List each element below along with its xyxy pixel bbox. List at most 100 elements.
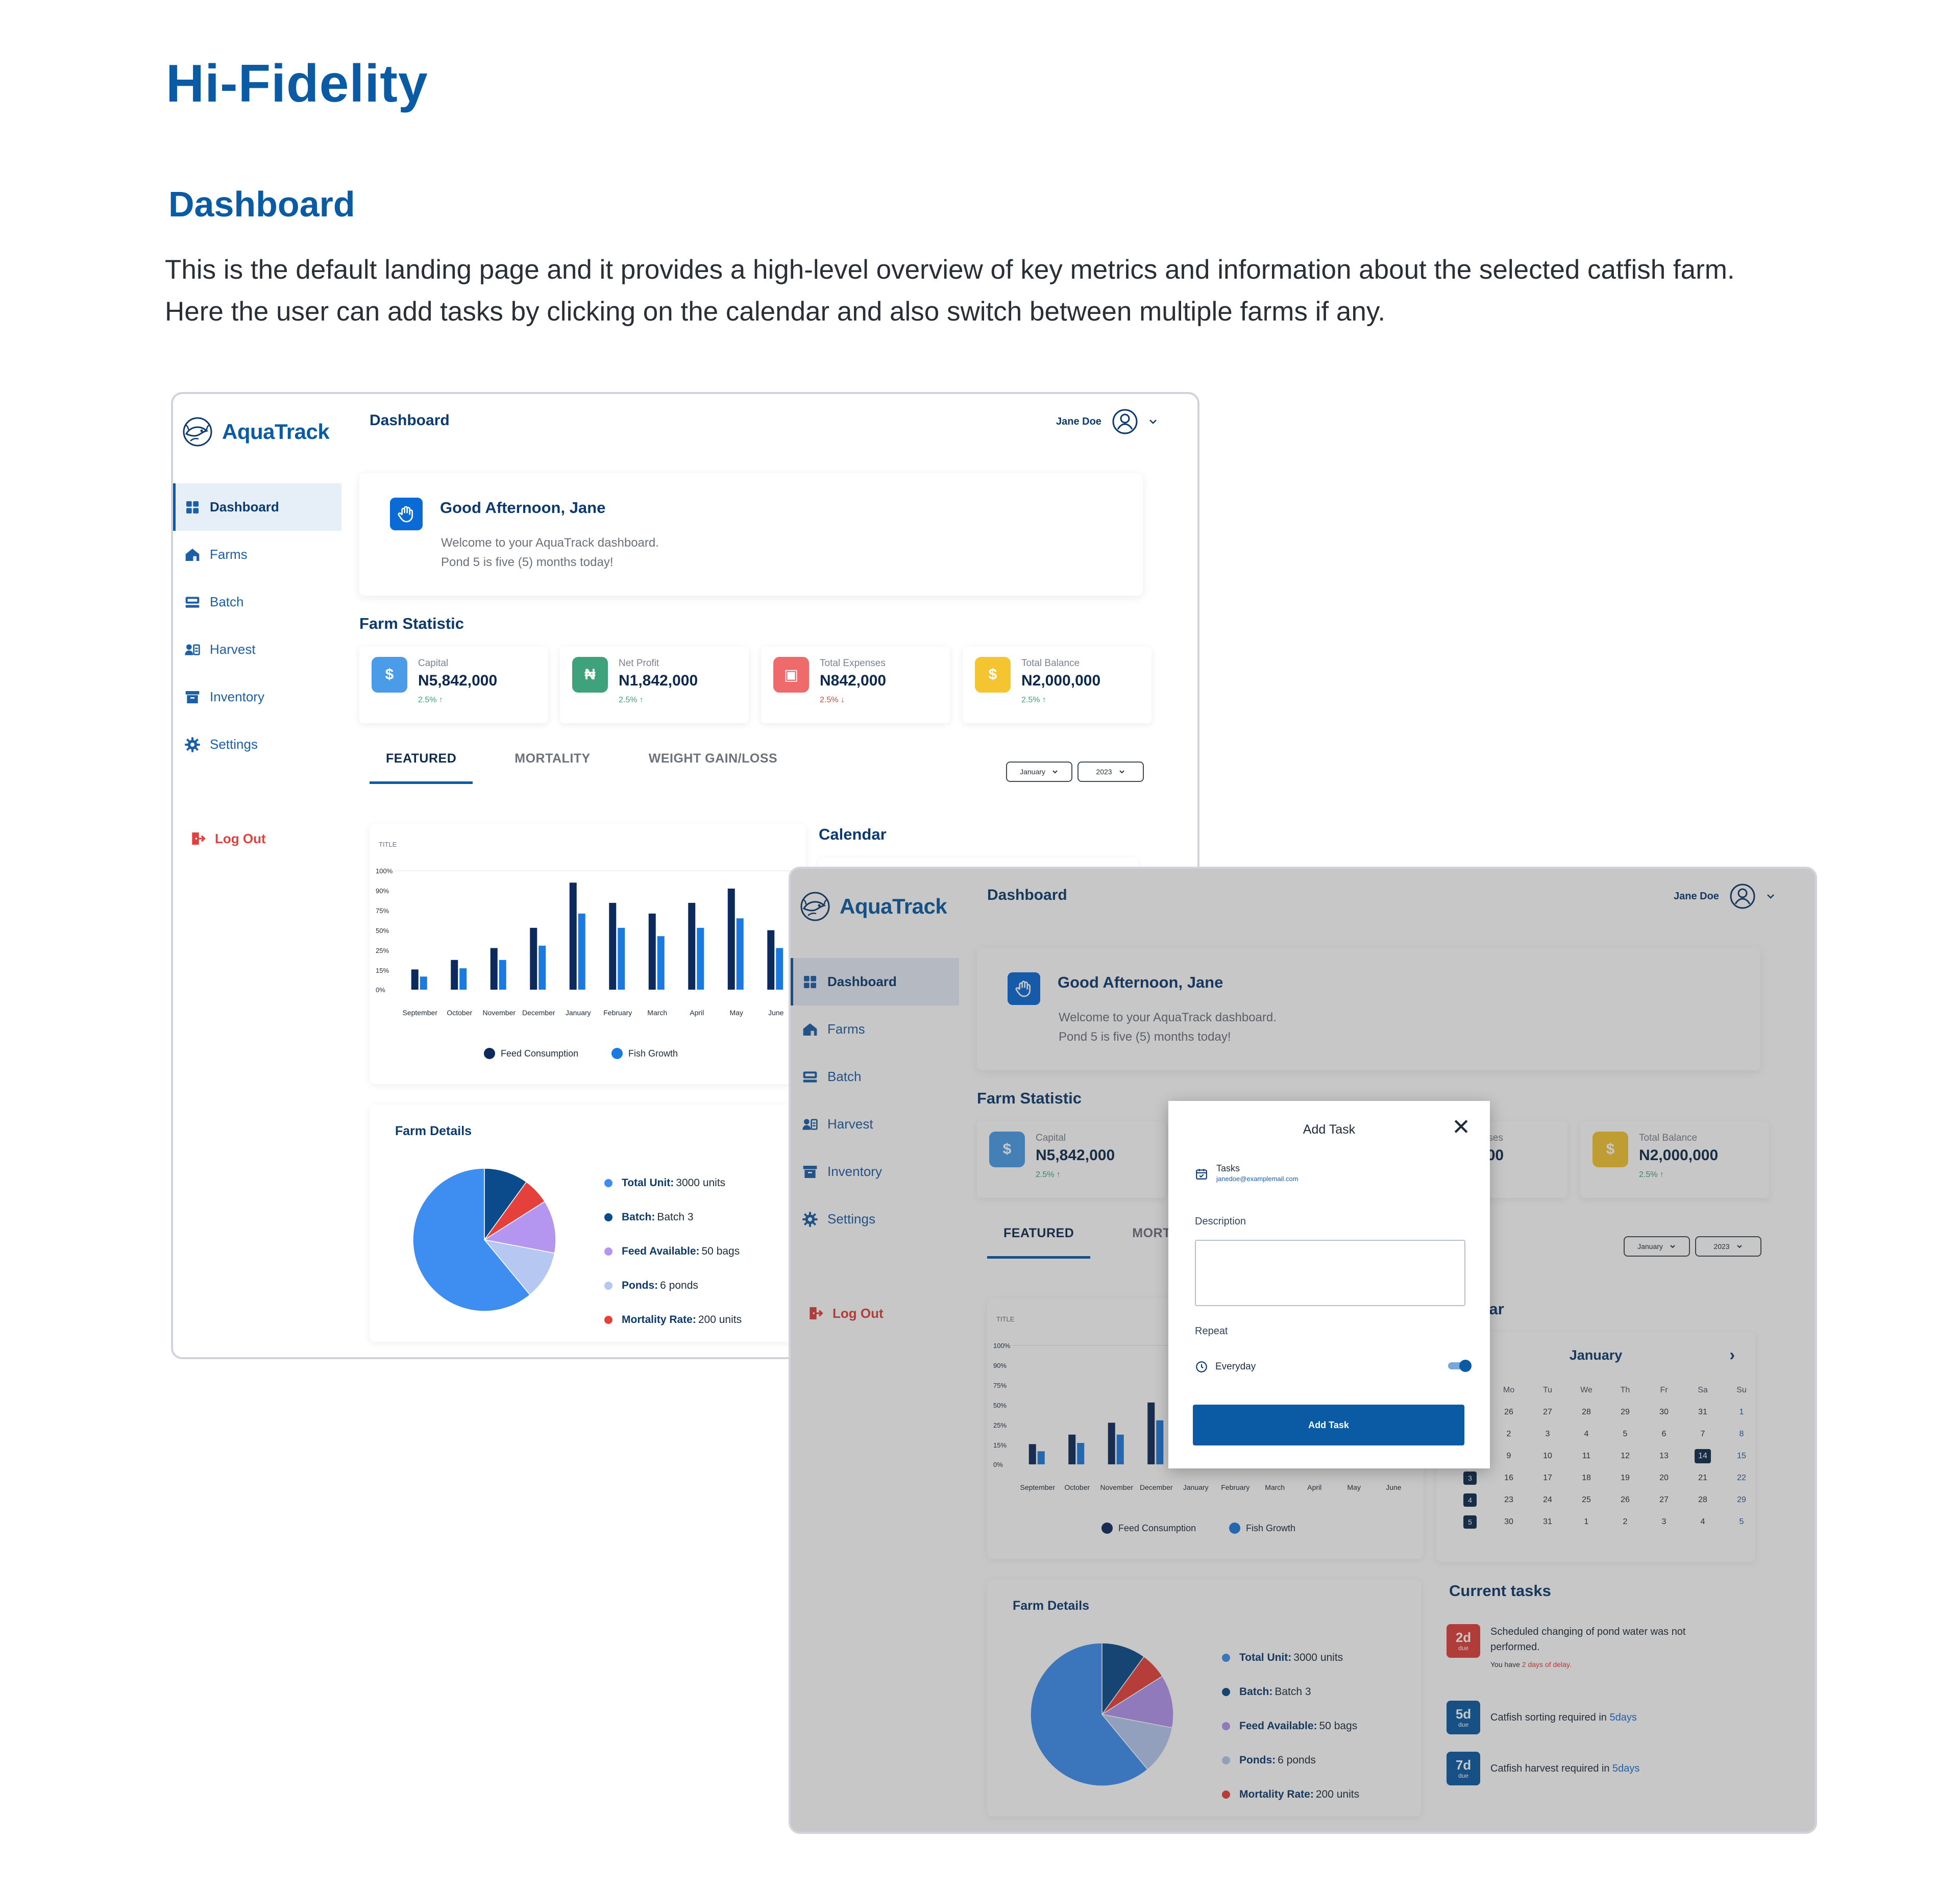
tab-mortality[interactable]: MORTALITY	[514, 751, 591, 766]
pie-slice-feed-available[interactable]	[1100, 1675, 1174, 1729]
bar-feed-consumption[interactable]	[1108, 1422, 1115, 1464]
user-menu[interactable]: Jane Doe	[1056, 408, 1168, 435]
sidebar-item-dashboard[interactable]: Dashboard	[791, 958, 959, 1005]
calendar-day[interactable]: 5	[1606, 1423, 1645, 1445]
task-due-link[interactable]: 5days	[1612, 1763, 1640, 1774]
close-icon[interactable]: ✕	[1452, 1115, 1471, 1140]
bar-fish-growth[interactable]	[578, 913, 585, 990]
tab-featured[interactable]: FEATURED	[370, 751, 473, 784]
repeat-toggle[interactable]	[1448, 1360, 1472, 1372]
user-menu[interactable]: Jane Doe	[1674, 883, 1785, 910]
calendar-day[interactable]: 28	[1567, 1401, 1606, 1423]
calendar-day[interactable]: 1	[1567, 1511, 1606, 1533]
logout-button[interactable]: Log Out	[807, 1305, 884, 1321]
bar-fish-growth[interactable]	[459, 968, 467, 990]
bar-fish-growth[interactable]	[776, 948, 783, 990]
bar-fish-growth[interactable]	[538, 945, 546, 990]
calendar-day[interactable]: 30	[1489, 1511, 1528, 1533]
chevron-right-icon[interactable]: ›	[1729, 1345, 1735, 1364]
bar-feed-consumption[interactable]	[648, 913, 656, 990]
bar-feed-consumption[interactable]	[609, 902, 617, 990]
calendar-day[interactable]: 3	[1528, 1423, 1567, 1445]
calendar-day[interactable]: 31	[1528, 1511, 1567, 1533]
calendar-day[interactable]: 9	[1489, 1445, 1528, 1467]
calendar-day[interactable]: 8	[1722, 1423, 1761, 1445]
bar-feed-consumption[interactable]	[767, 930, 775, 990]
calendar-day[interactable]: 6	[1645, 1423, 1683, 1445]
calendar-day[interactable]: 15	[1722, 1445, 1761, 1467]
pie-slice-feed-available[interactable]	[483, 1200, 556, 1254]
month-select[interactable]: January	[1624, 1236, 1690, 1257]
calendar-day[interactable]: 18	[1567, 1467, 1606, 1489]
sidebar-item-inventory[interactable]: Inventory	[173, 673, 341, 721]
bar-feed-consumption[interactable]	[1068, 1434, 1076, 1464]
calendar-day[interactable]: 3	[1645, 1511, 1683, 1533]
calendar-day[interactable]: 12	[1606, 1445, 1645, 1467]
chevron-down-icon[interactable]	[1147, 416, 1159, 427]
calendar-day[interactable]: 1	[1722, 1401, 1761, 1423]
stat-card-net-profit[interactable]: ₦ Net Profit N1,842,000 2.5% ↑	[560, 647, 749, 723]
add-task-button[interactable]: Add Task	[1193, 1405, 1464, 1445]
bar-feed-consumption[interactable]	[490, 948, 498, 990]
calendar-day[interactable]: 31	[1683, 1401, 1722, 1423]
calendar-day[interactable]: 29	[1722, 1489, 1761, 1511]
calendar-day[interactable]: 27	[1645, 1489, 1683, 1511]
calendar-day[interactable]: 26	[1606, 1489, 1645, 1511]
tab-weight-gain-loss[interactable]: WEIGHT GAIN/LOSS	[648, 751, 778, 766]
logo[interactable]: AquaTrack	[797, 888, 947, 925]
bar-fish-growth[interactable]	[697, 927, 704, 990]
description-input[interactable]	[1195, 1240, 1465, 1306]
calendar-day[interactable]: 25	[1567, 1489, 1606, 1511]
logo[interactable]: AquaTrack	[179, 413, 330, 450]
bar-feed-consumption[interactable]	[569, 882, 577, 990]
calendar-day[interactable]: 7	[1683, 1423, 1722, 1445]
pie-slice-total-unit[interactable]	[1030, 1642, 1148, 1786]
calendar-day[interactable]: 29	[1606, 1401, 1645, 1423]
calendar-day[interactable]: 23	[1489, 1489, 1528, 1511]
calendar-day[interactable]: 24	[1528, 1489, 1567, 1511]
modal-task-field[interactable]: Tasks janedoe@examplemail.com	[1195, 1163, 1298, 1183]
sidebar-item-settings[interactable]: Settings	[173, 721, 341, 768]
bar-fish-growth[interactable]	[499, 960, 506, 990]
bar-fish-growth[interactable]	[1116, 1434, 1124, 1464]
sidebar-item-batch[interactable]: Batch	[791, 1053, 959, 1100]
month-select[interactable]: January	[1006, 762, 1072, 782]
calendar-day[interactable]: 2	[1489, 1423, 1528, 1445]
calendar-day[interactable]: 5	[1722, 1511, 1761, 1533]
bar-feed-consumption[interactable]	[688, 902, 696, 990]
repeat-row[interactable]: Everyday	[1195, 1360, 1472, 1373]
pie-slice-ponds[interactable]	[1101, 1713, 1173, 1770]
calendar-day[interactable]: 30	[1645, 1401, 1683, 1423]
bar-feed-consumption[interactable]	[411, 969, 419, 990]
calendar-day[interactable]: 22	[1722, 1467, 1761, 1489]
stat-card-capital[interactable]: $ Capital N5,842,000 2.5% ↑	[359, 647, 548, 723]
calendar-day[interactable]: 19	[1606, 1467, 1645, 1489]
calendar-day[interactable]: 4	[1567, 1423, 1606, 1445]
calendar-day[interactable]: 16	[1489, 1467, 1528, 1489]
bar-feed-consumption[interactable]	[727, 888, 735, 990]
calendar-day[interactable]: 20	[1645, 1467, 1683, 1489]
calendar-day[interactable]: 28	[1683, 1489, 1722, 1511]
calendar-day[interactable]: 10	[1528, 1445, 1567, 1467]
year-select[interactable]: 2023	[1077, 762, 1144, 782]
chevron-down-icon[interactable]	[1765, 891, 1776, 902]
sidebar-item-farms[interactable]: Farms	[173, 531, 341, 578]
sidebar-item-harvest[interactable]: Harvest	[173, 626, 341, 673]
stat-card-total-expenses[interactable]: ▣ Total Expenses N842,000 2.5% ↓	[761, 647, 950, 723]
bar-fish-growth[interactable]	[420, 976, 427, 990]
sidebar-item-batch[interactable]: Batch	[173, 578, 341, 626]
calendar-day[interactable]: 21	[1683, 1467, 1722, 1489]
stat-card-capital[interactable]: $ Capital N5,842,000 2.5% ↑	[977, 1121, 1166, 1198]
pie-slice-ponds[interactable]	[483, 1239, 555, 1295]
bar-fish-growth[interactable]	[1037, 1451, 1045, 1464]
calendar-day[interactable]: 26	[1489, 1401, 1528, 1423]
calendar-day[interactable]: 17	[1528, 1467, 1567, 1489]
year-select[interactable]: 2023	[1695, 1236, 1761, 1257]
sidebar-item-inventory[interactable]: Inventory	[791, 1148, 959, 1195]
calendar-day[interactable]: 2	[1606, 1511, 1645, 1533]
bar-feed-consumption[interactable]	[1147, 1402, 1155, 1464]
sidebar-item-harvest[interactable]: Harvest	[791, 1100, 959, 1148]
